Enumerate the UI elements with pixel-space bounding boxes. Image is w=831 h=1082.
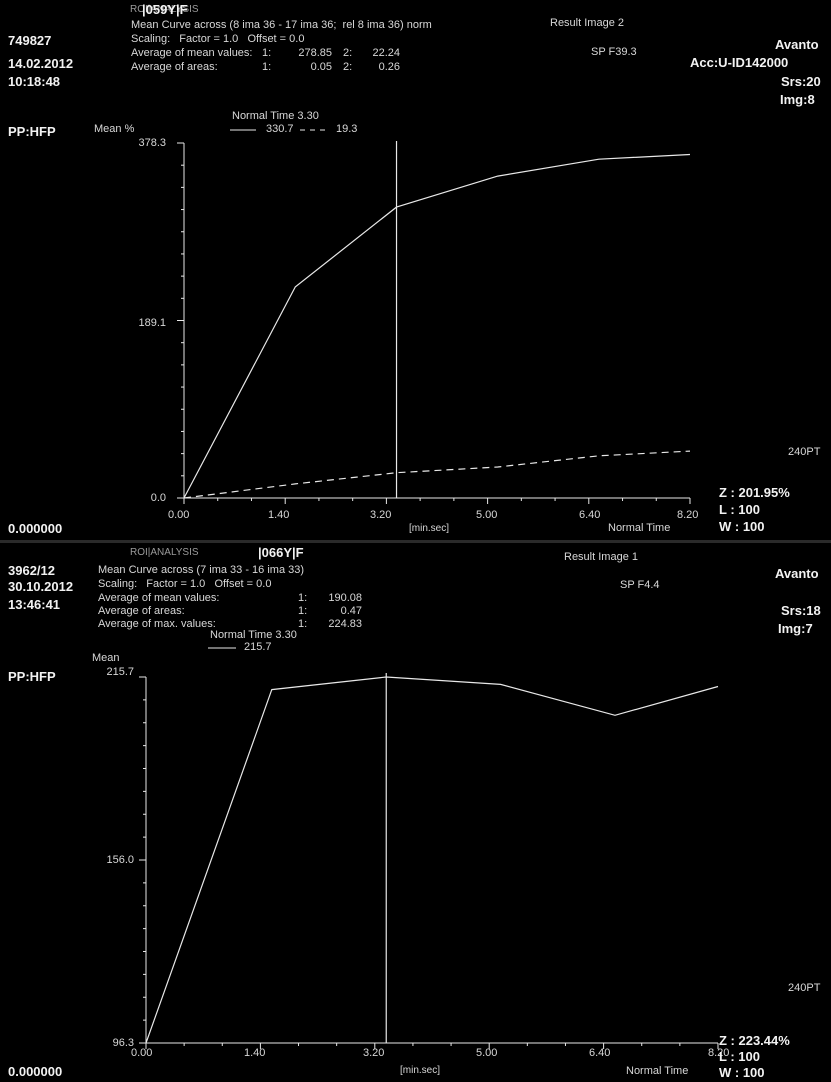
level-value: L : 100 xyxy=(719,502,760,517)
y-axis-label: Mean % xyxy=(94,123,135,135)
y-tick-label-max: 215.7 xyxy=(106,666,134,678)
x-tick-label: 0.00 xyxy=(131,1047,153,1059)
y-axis-label: Mean xyxy=(92,652,120,664)
x-axis-units: [min.sec] xyxy=(409,523,450,534)
avg-area-1: 1: xyxy=(262,61,272,73)
sp-label: SP F4.4 xyxy=(620,579,660,591)
patient-number: 3962/12 xyxy=(8,563,55,578)
x-tick-label: 6.40 xyxy=(589,1047,611,1059)
patient-number: 749827 xyxy=(8,33,52,48)
x-axis-label: Normal Time xyxy=(608,522,671,534)
series-number: Srs:20 xyxy=(781,74,821,89)
bottom-chart xyxy=(139,647,719,1049)
avg-mean-v1: 190.08 xyxy=(328,592,362,604)
patient-position: PP:HFP xyxy=(8,669,56,684)
series-number: Srs:18 xyxy=(781,603,821,618)
zoom-value: Z : 223.44% xyxy=(719,1033,790,1048)
image-number: Img:8 xyxy=(780,92,815,107)
x-tick-label: 5.00 xyxy=(476,509,498,521)
avg-mean-1: 1: xyxy=(262,47,272,59)
x-tick-label: 8.20 xyxy=(677,509,699,521)
avg-mean-1: 1: xyxy=(298,592,308,604)
study-time: 13:46:41 xyxy=(8,597,61,612)
legend-dashed-value: 19.3 xyxy=(336,123,358,135)
study-date: 14.02.2012 xyxy=(8,56,74,71)
y-tick-label-min: 96.3 xyxy=(112,1037,134,1049)
avg-mean-v1: 278.85 xyxy=(298,47,332,59)
result-image-label: Result Image 2 xyxy=(550,17,624,29)
x-axis-units: [min.sec] xyxy=(400,1065,441,1076)
x-tick-label: 6.40 xyxy=(579,509,601,521)
y-tick-label-max: 378.3 xyxy=(138,137,166,149)
window-value: W : 100 xyxy=(719,1065,765,1080)
avg-mean-label: Average of mean values: xyxy=(131,47,253,59)
curve-info: Mean Curve across (8 ima 36 - 17 ima 36;… xyxy=(131,19,432,31)
avg-area-label: Average of areas: xyxy=(131,61,218,73)
patient-position: PP:HFP xyxy=(8,124,56,139)
x-tick-label: 5.00 xyxy=(476,1047,498,1059)
pt-label: 240PT xyxy=(788,982,821,994)
avg-max-1: 1: xyxy=(298,618,308,630)
avg-max-label: Average of max. values: xyxy=(98,618,216,630)
x-tick-label: 3.20 xyxy=(363,1047,385,1059)
patient-id: |066Y|F xyxy=(258,545,304,560)
avg-mean-2: 2: xyxy=(343,47,353,59)
avg-area-v1: 0.47 xyxy=(340,605,362,617)
level-value: L : 100 xyxy=(719,1049,760,1064)
legend-title: Normal Time 3.30 xyxy=(210,629,297,641)
y-tick-label-min: 0.0 xyxy=(150,492,166,504)
window-value: W : 100 xyxy=(719,519,765,534)
legend-solid-value: 215.7 xyxy=(244,641,272,653)
x-tick-label: 1.40 xyxy=(268,509,290,521)
image-number: Img:7 xyxy=(778,621,813,636)
avg-max-v1: 224.83 xyxy=(328,618,362,630)
result-image-label: Result Image 1 xyxy=(564,551,638,563)
patient-id: |059Y|F xyxy=(142,2,188,17)
accession-number: Acc:U-ID142000 xyxy=(690,55,789,70)
series-line-2 xyxy=(183,450,691,499)
avg-mean-v2: 22.24 xyxy=(372,47,400,59)
study-date: 30.10.2012 xyxy=(8,579,74,594)
series-line-1 xyxy=(145,676,719,1044)
legend-title: Normal Time 3.30 xyxy=(232,110,319,122)
avg-mean-label: Average of mean values: xyxy=(98,592,220,604)
x-tick-label: 0.00 xyxy=(168,509,190,521)
study-time: 10:18:48 xyxy=(8,74,61,89)
avg-area-1: 1: xyxy=(298,605,308,617)
x-tick-label: 8.20 xyxy=(708,1047,730,1059)
top-chart xyxy=(177,129,691,504)
overlap-text: ROI|ANALYSIS xyxy=(130,547,199,558)
scanner-name: Avanto xyxy=(775,566,819,581)
panel-divider xyxy=(0,540,831,543)
bottom-left-value: 0.000000 xyxy=(8,1064,63,1079)
top-result-panel: ROI|ANALYSIS |059Y|F 749827 14.02.2012 1… xyxy=(0,0,831,540)
y-tick-label-mid: 189.1 xyxy=(138,317,166,329)
zoom-value: Z : 201.95% xyxy=(719,485,790,500)
avg-area-label: Average of areas: xyxy=(98,605,185,617)
bottom-left-value: 0.000000 xyxy=(8,521,63,536)
avg-area-v1: 0.05 xyxy=(310,61,332,73)
avg-area-2: 2: xyxy=(343,61,353,73)
curve-info: Mean Curve across (7 ima 33 - 16 ima 33) xyxy=(98,564,305,576)
x-tick-label: 1.40 xyxy=(244,1047,266,1059)
scaling-info: Scaling: Factor = 1.0 Offset = 0.0 xyxy=(131,33,305,45)
series-line-1 xyxy=(183,153,691,499)
sp-label: SP F39.3 xyxy=(591,46,637,58)
scanner-name: Avanto xyxy=(775,37,819,52)
y-tick-label-mid: 156.0 xyxy=(106,854,134,866)
legend-solid-value: 330.7 xyxy=(266,123,294,135)
x-axis-label: Normal Time xyxy=(626,1065,689,1077)
avg-area-v2: 0.26 xyxy=(378,61,400,73)
scaling-info: Scaling: Factor = 1.0 Offset = 0.0 xyxy=(98,578,272,590)
bottom-result-panel: ROI|ANALYSIS |066Y|F 3962/12 30.10.2012 … xyxy=(0,543,831,1082)
overlap-text: ROI|ANALYSIS xyxy=(130,4,199,15)
pt-label: 240PT xyxy=(788,446,821,458)
x-tick-label: 3.20 xyxy=(370,509,392,521)
